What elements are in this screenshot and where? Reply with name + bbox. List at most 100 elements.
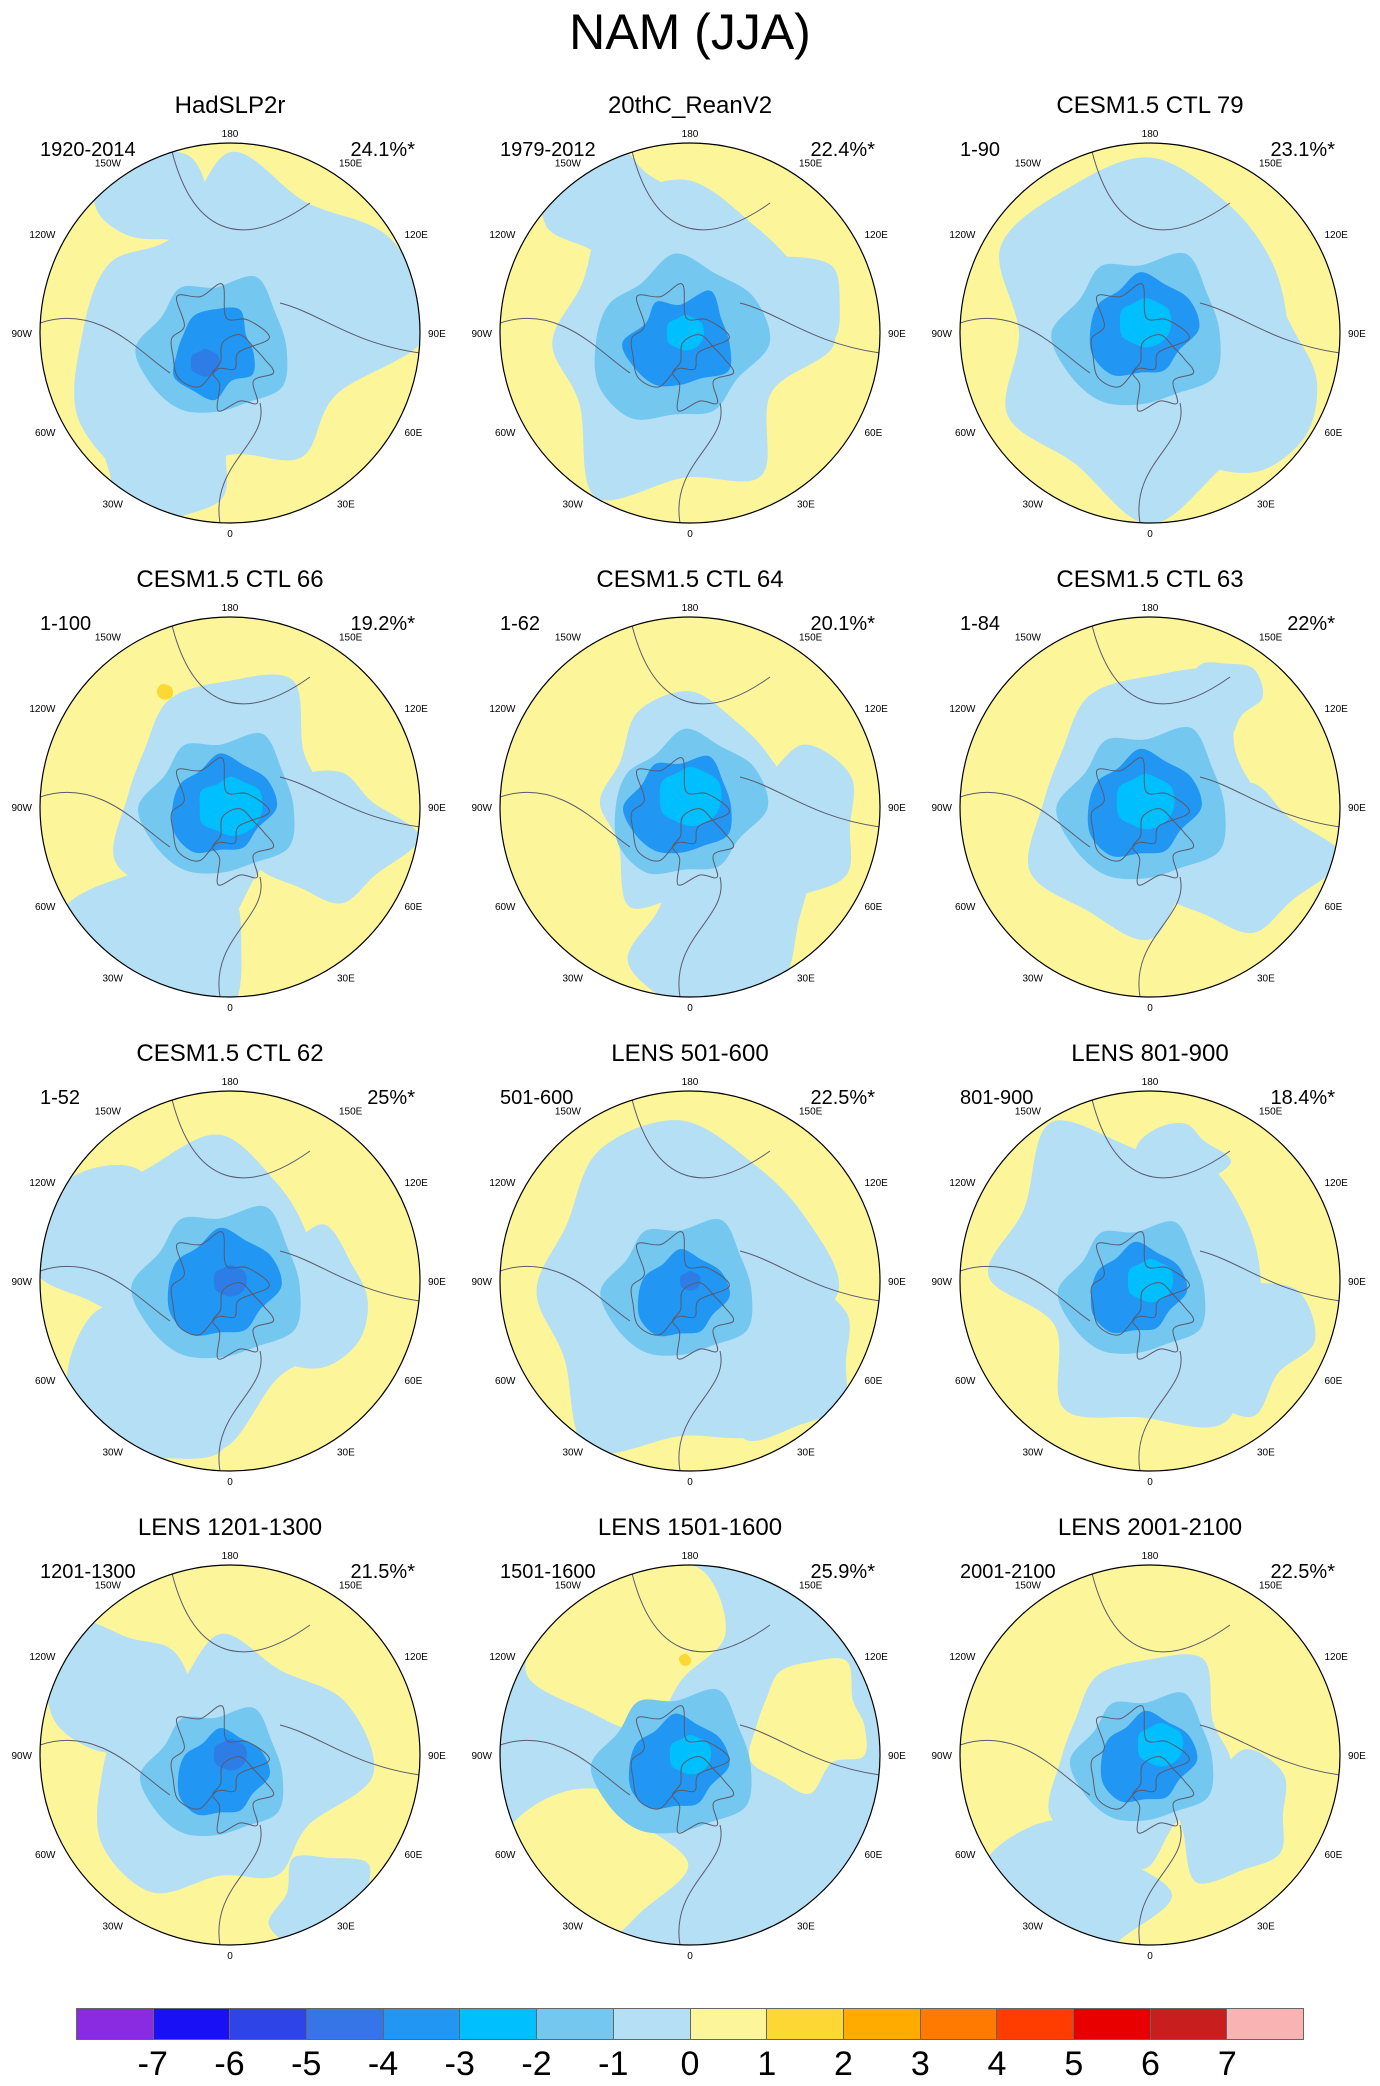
longitude-label: 180: [682, 1077, 699, 1088]
anomaly-contour: [177, 1728, 270, 1816]
polar-map: 180 0 150W 150E 120W 120E 90W 90E 60W 60E 30W 30E: [471, 1551, 906, 1962]
colorbar-tick-label: 1: [757, 2045, 777, 2083]
longitude-label: 30E: [337, 974, 355, 985]
longitude-label: 60E: [865, 902, 883, 913]
coastline: [739, 302, 880, 354]
map-panel: 20thC_ReanV2 1979-2012 22.4%* 180 0 150W 150E 1…: [460, 0, 920, 540]
longitude-label: 180: [1142, 1551, 1159, 1562]
longitude-label: 120E: [865, 230, 889, 241]
anomaly-contour: [659, 766, 722, 827]
coastline: [40, 1739, 171, 1796]
polar-map: 180 0 150W 150E 120W 120E 90W 90E 60W 60E 30W 30E: [471, 1077, 906, 1488]
longitude-label: 120E: [1325, 1652, 1349, 1663]
map-boundary: [39, 1090, 421, 1472]
map-boundary: [959, 142, 1341, 524]
polar-map: 180 0 150W 150E 120W 120E 90W 90E 60W 60E 30W 30E: [471, 129, 906, 540]
polar-map: 180 0 150W 150E 120W 120E 90W 90E 60W 60E 30W 30E: [471, 603, 906, 1014]
panel-title: CESM1.5 CTL 64: [596, 566, 784, 593]
longitude-label: 30W: [562, 974, 583, 985]
colorbar-tick-label: 5: [1064, 2045, 1084, 2083]
longitude-label: 30E: [1257, 1448, 1275, 1459]
polar-map: 180 0 150W 150E 120W 120E 90W 90E 60W 60E 30W 30E: [11, 603, 446, 1014]
map-boundary: [959, 616, 1341, 998]
coastline: [1199, 1250, 1340, 1302]
coastline: [40, 791, 171, 848]
longitude-label: 30W: [562, 500, 583, 511]
coastline: [960, 1265, 1091, 1322]
map-panel: CESM1.5 CTL 66 1-100 19.2%* 180 0 150W 150E 120…: [0, 474, 460, 1014]
longitude-label: 0: [227, 1951, 233, 1962]
coastline: [1090, 757, 1190, 862]
coastline: [1090, 1231, 1190, 1336]
colorbar-labels: -7 -6 -5 -4 -3 -2 -1 0 1 2 3 4 5 6 7: [0, 2044, 1380, 2086]
panel-variance: 22%*: [1287, 613, 1335, 635]
coastline: [672, 808, 735, 886]
coastline: [170, 1705, 270, 1810]
map-panel: LENS 1201-1300 1201-1300 21.5%* 180 0 150W 150…: [0, 1422, 460, 1962]
anomaly-contour: [679, 1270, 701, 1291]
coastline: [629, 143, 771, 231]
colorbar-swatch: [613, 2009, 691, 2039]
longitude-label: 90W: [11, 329, 32, 340]
coastline: [1132, 1756, 1195, 1834]
map-panel: CESM1.5 CTL 64 1-62 20.1%* 180 0 150W 150E 120W…: [460, 474, 920, 1014]
panel-title: HadSLP2r: [174, 92, 286, 119]
coastline: [1199, 1724, 1340, 1776]
coastline: [739, 776, 880, 828]
longitude-label: 150W: [1015, 159, 1042, 170]
anomaly-contour: [748, 1658, 867, 1795]
longitude-label: 90W: [471, 329, 492, 340]
panel-period: 1501-1600: [500, 1561, 596, 1583]
coastline: [1138, 876, 1182, 997]
longitude-label: 60W: [955, 902, 976, 913]
longitude-label: 150E: [799, 633, 823, 644]
longitude-label: 120E: [405, 1652, 429, 1663]
longitude-label: 120E: [1325, 704, 1349, 715]
colorbar-swatch: [1150, 2009, 1228, 2039]
map-panel: HadSLP2r 1920-2014 24.1%* 180 0 150W 150E 120W 1…: [0, 0, 460, 540]
longitude-label: 30W: [102, 500, 123, 511]
map-boundary: [39, 1564, 421, 1946]
map-panel: LENS 801-900 801-900 18.4%* 180 0 150W 150E 120…: [920, 948, 1380, 1488]
colorbar-swatch: [1227, 2009, 1303, 2039]
longitude-label: 0: [687, 1951, 693, 1962]
anomaly-contour: [1137, 1722, 1184, 1767]
colorbar-swatch: [997, 2009, 1074, 2039]
longitude-label: 120W: [949, 704, 976, 715]
coastline: [739, 1250, 880, 1302]
polar-map: 180 0 150W 150E 120W 120E 90W 90E 60W 60E 30W 30E: [11, 129, 446, 540]
coastline: [630, 1705, 730, 1810]
coastline: [500, 1739, 631, 1796]
panel-period: 2001-2100: [960, 1561, 1056, 1583]
coastline: [739, 1724, 880, 1776]
longitude-label: 30W: [562, 1922, 583, 1933]
panel-title: CESM1.5 CTL 79: [1056, 92, 1244, 119]
longitude-label: 60W: [495, 428, 516, 439]
longitude-label: 150E: [1259, 633, 1283, 644]
longitude-label: 30E: [1257, 974, 1275, 985]
colorbar-swatch: [767, 2009, 844, 2039]
longitude-label: 90W: [471, 1751, 492, 1762]
longitude-label: 150E: [1259, 1107, 1283, 1118]
coastline: [212, 1756, 275, 1834]
coastline: [500, 317, 631, 374]
longitude-label: 90E: [888, 329, 906, 340]
longitude-label: 60E: [405, 902, 423, 913]
longitude-label: 90E: [888, 803, 906, 814]
longitude-label: 90W: [471, 1277, 492, 1288]
coastline: [678, 402, 722, 523]
longitude-label: 60W: [955, 1376, 976, 1387]
anomaly-contour: [1116, 773, 1175, 830]
longitude-label: 30E: [797, 1922, 815, 1933]
longitude-label: 150W: [95, 633, 122, 644]
longitude-label: 90W: [11, 803, 32, 814]
longitude-label: 150E: [339, 1107, 363, 1118]
map-panel: LENS 1501-1600 1501-1600 25.9%* 180 0 150W 150…: [460, 1422, 920, 1962]
panel-title: LENS 2001-2100: [1057, 1514, 1243, 1541]
coastline: [212, 1282, 275, 1360]
longitude-label: 90E: [1348, 803, 1366, 814]
coastline: [678, 876, 722, 997]
longitude-label: 90E: [428, 803, 446, 814]
coastline: [218, 876, 262, 997]
longitude-label: 30W: [1022, 500, 1043, 511]
